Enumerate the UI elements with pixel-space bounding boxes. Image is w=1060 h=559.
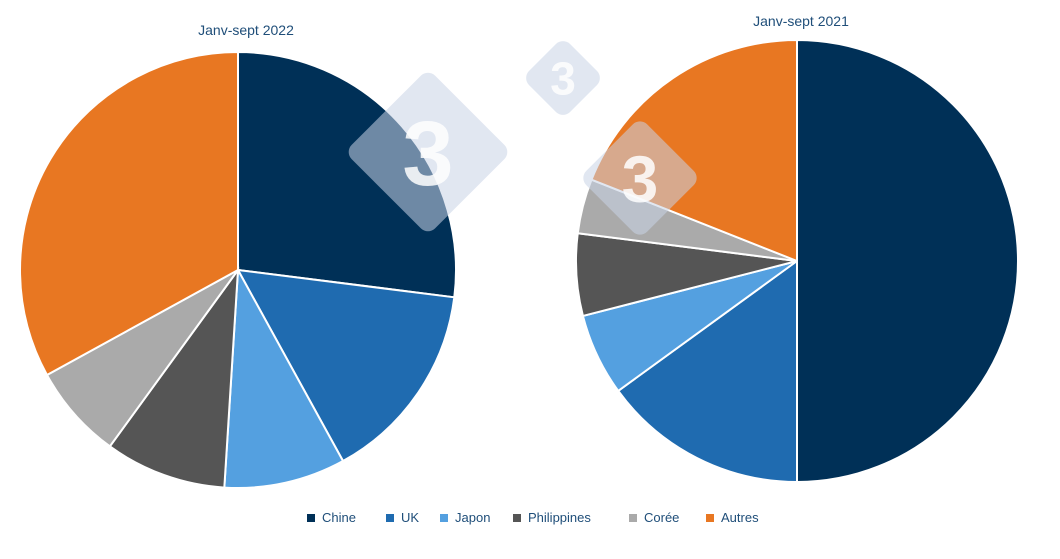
- legend-swatch: [386, 514, 394, 522]
- pie-chart-1: Janv-sept 202227%15%9%9%7%33%: [19, 22, 457, 489]
- legend-item-autres: Autres: [706, 510, 759, 525]
- legend-label: Japon: [455, 510, 490, 525]
- watermark-logo: 333: [348, 41, 697, 235]
- legend-label: Philippines: [528, 510, 591, 525]
- legend-label: UK: [401, 510, 419, 525]
- pie-slice-autres: [19, 50, 239, 377]
- legend: Chine UK Japon Philippines Corée Autres: [307, 510, 759, 525]
- watermark-digit: 3: [622, 142, 659, 216]
- legend-item-chine: Chine: [307, 510, 356, 525]
- chart-title: Janv-sept 2022: [198, 22, 294, 38]
- pies-layer: Janv-sept 202227%15%9%9%7%33%Janv-sept 2…: [19, 13, 1019, 489]
- pie-slice-chine: [796, 38, 1019, 484]
- watermark-digit: 3: [550, 53, 576, 105]
- legend-item-japon: Japon: [440, 510, 490, 525]
- legend-swatch: [706, 514, 714, 522]
- pie-slice-uk: [616, 259, 798, 484]
- watermark-tile: 3: [348, 72, 508, 232]
- legend-swatch: [513, 514, 521, 522]
- legend-item-uk: UK: [386, 510, 419, 525]
- watermark-tile: 3: [583, 121, 697, 235]
- pie-slice-uk: [236, 268, 456, 463]
- legend-item-philippines: Philippines: [513, 510, 591, 525]
- pie-slice-japon: [223, 266, 345, 489]
- pie-slice-philippines: [108, 266, 240, 489]
- legend-swatch: [629, 514, 637, 522]
- chart-title: Janv-sept 2021: [753, 13, 849, 29]
- watermark-digit: 3: [402, 103, 453, 205]
- legend-label: Chine: [322, 510, 356, 525]
- watermark-tile: 3: [526, 41, 600, 115]
- legend-item-core: Corée: [629, 510, 679, 525]
- legend-swatch: [307, 514, 315, 522]
- pie-chart-2: Janv-sept 202150%15%6%6%4%19%: [575, 13, 1019, 484]
- legend-swatch: [440, 514, 448, 522]
- legend-label: Autres: [721, 510, 759, 525]
- legend-label: Corée: [644, 510, 679, 525]
